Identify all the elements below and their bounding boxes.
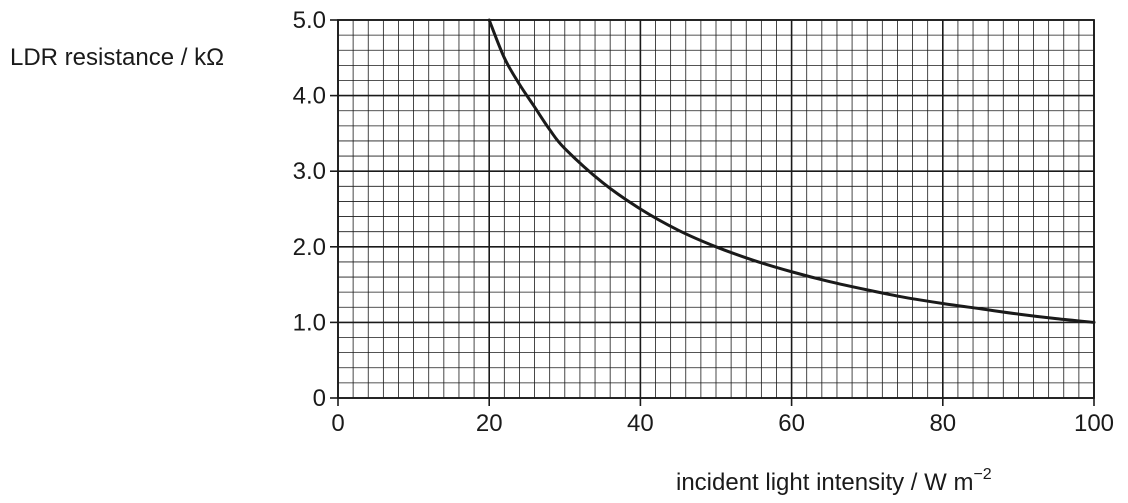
x-tick-label: 60 (778, 410, 805, 437)
plot-frame (337, 19, 1095, 399)
x-axis-label-exponent: −2 (973, 466, 992, 483)
series-group (487, 18, 1096, 324)
x-tick-label: 80 (929, 410, 956, 437)
y-axis-label: LDR resistance / kΩ (10, 44, 225, 71)
y-tick-label: 5.0 (293, 7, 326, 34)
y-tick-label: 0 (313, 385, 326, 412)
x-tick-label: 20 (476, 410, 503, 437)
ticks: 0 20 40 60 80 100 0 1.0 2.0 3.0 4.0 5.0 (293, 7, 1114, 437)
y-tick-label: 3.0 (293, 158, 326, 185)
y-tick-label: 2.0 (293, 234, 326, 261)
axes (337, 19, 1095, 399)
x-axis-label-main: incident light intensity / W m (676, 469, 974, 496)
x-axis-label: incident light intensity / W m−2 (676, 466, 992, 497)
minor-grid (337, 19, 1095, 399)
y-tick-label: 4.0 (293, 83, 326, 110)
x-tick-label: 100 (1074, 410, 1114, 437)
series-line (487, 18, 1096, 324)
x-tick-label: 0 (331, 410, 344, 437)
x-tick-label: 40 (627, 410, 654, 437)
y-tick-label: 1.0 (293, 309, 326, 336)
